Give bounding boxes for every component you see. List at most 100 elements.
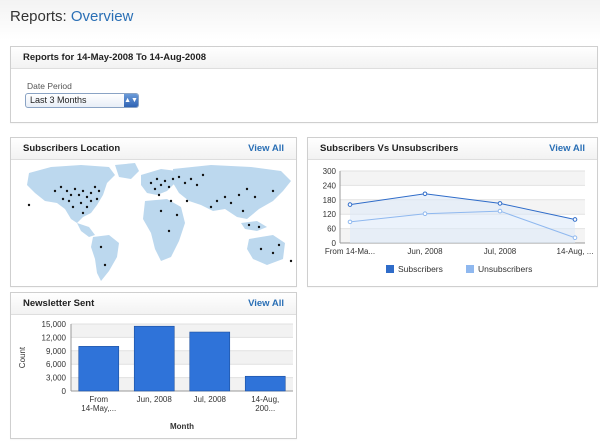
location-dot: [189, 177, 193, 181]
subscribers-location-panel: Subscribers Location View All: [10, 137, 297, 287]
bar: [78, 346, 120, 392]
location-dot: [159, 183, 163, 187]
location-dot: [157, 193, 161, 197]
breadcrumb-section: Reports: [10, 8, 63, 25]
location-dot: [71, 205, 75, 209]
subscribers-vs-unsubscribers-title: Subscribers Vs Unsubscribers: [320, 143, 459, 154]
y-tick-label: 6,000: [46, 360, 67, 369]
breadcrumb-current: Overview: [70, 8, 134, 25]
location-dot: [167, 229, 171, 233]
location-dot: [59, 185, 63, 189]
data-point: [347, 202, 353, 207]
subscribers-location-view-all-link[interactable]: View All: [248, 143, 284, 154]
subscribers-location-header: Subscribers Location View All: [11, 138, 296, 160]
location-dot: [237, 193, 241, 197]
location-dot: [89, 191, 93, 195]
subscribers-vs-unsubscribers-view-all-link[interactable]: View All: [549, 143, 585, 154]
map-europe: [141, 169, 177, 195]
report-period-header: Reports for 14-May-2008 To 14-Aug-2008: [11, 47, 597, 69]
location-dot: [201, 173, 205, 177]
up-down-arrows-icon: ▲▼: [124, 94, 138, 107]
location-dot: [245, 187, 249, 191]
location-dot: [257, 225, 261, 229]
y-tick-label: 0: [62, 387, 67, 396]
bar: [189, 331, 231, 392]
location-dot: [289, 259, 293, 263]
x-tick-label: From 14-Ma...: [325, 247, 375, 256]
location-dot: [149, 181, 153, 185]
location-dot: [95, 197, 99, 201]
location-dot: [259, 247, 263, 251]
x-tick-label: Jun, 2008: [407, 247, 443, 256]
breadcrumb-separator: :: [62, 8, 71, 25]
location-dot: [89, 199, 93, 203]
y-tick-label: 240: [323, 181, 337, 190]
report-period-panel: Reports for 14-May-2008 To 14-Aug-2008 D…: [10, 46, 598, 123]
x-tick-label: 200...: [255, 404, 275, 413]
grid-band: [71, 324, 293, 338]
x-axis-title: Month: [170, 422, 194, 431]
location-dot: [171, 177, 175, 181]
map-asia: [173, 165, 291, 219]
y-tick-label: 12,000: [42, 333, 67, 342]
location-dot: [73, 187, 77, 191]
location-dot: [69, 193, 73, 197]
series-area: [350, 193, 575, 243]
series-line: [349, 193, 576, 220]
newsletter-sent-view-all-link[interactable]: View All: [248, 298, 284, 309]
location-dot: [155, 177, 159, 181]
x-tick-label: 14-May,...: [81, 404, 116, 413]
location-dot: [223, 195, 227, 199]
date-period-select[interactable]: Last 3 Months ▲▼: [25, 93, 139, 108]
y-tick-label: 60: [327, 225, 336, 234]
data-point: [572, 217, 578, 222]
map-central-america: [77, 223, 95, 237]
location-dot: [209, 205, 213, 209]
location-dot: [85, 195, 89, 199]
data-point: [347, 219, 353, 225]
location-dot: [103, 263, 107, 267]
date-period-value: Last 3 Months: [30, 95, 87, 105]
location-dot: [97, 189, 101, 193]
legend-swatch: [466, 265, 474, 273]
newsletter-bar-chart: 0 3,000 6,000 9,000 12,000 15,000 From14-May,.…: [18, 320, 293, 431]
map-africa: [143, 199, 185, 261]
location-dot: [183, 181, 187, 185]
location-dot: [195, 183, 199, 187]
location-dot: [277, 243, 281, 247]
location-dot: [271, 251, 275, 255]
map-greenland: [115, 163, 139, 179]
grid-band: [71, 377, 293, 391]
subscribers-vs-unsubscribers-panel: Subscribers Vs Unsubscribers View All 0 6…: [307, 137, 598, 287]
legend-label: Subscribers: [398, 264, 443, 274]
location-dot: [271, 189, 275, 193]
data-point: [422, 191, 428, 197]
location-dot: [61, 197, 65, 201]
world-map[interactable]: [11, 161, 296, 285]
y-tick-label: 0: [332, 239, 337, 248]
location-dot: [79, 201, 83, 205]
y-tick-label: 180: [323, 196, 337, 205]
location-dot: [93, 185, 97, 189]
subscribers-vs-unsubscribers-header: Subscribers Vs Unsubscribers View All: [308, 138, 597, 160]
x-tick-label: Jul, 2008: [484, 247, 517, 256]
y-tick-label: 15,000: [42, 320, 67, 329]
location-dot: [159, 209, 163, 213]
location-dot: [67, 199, 71, 203]
x-tick-label: 14-Aug, ...: [557, 247, 594, 256]
location-dot: [177, 175, 181, 179]
location-dot: [65, 189, 69, 193]
map-se-asia: [241, 221, 267, 231]
y-axis-title: Count: [18, 346, 27, 368]
grid-band: [71, 350, 293, 365]
location-dot: [77, 193, 81, 197]
location-dot: [153, 187, 157, 191]
grid-band: [340, 171, 585, 186]
location-dot: [185, 199, 189, 203]
map-australia: [247, 235, 285, 265]
location-dot: [81, 211, 85, 215]
report-period-title: Reports for 14-May-2008 To 14-Aug-2008: [23, 52, 207, 63]
data-point: [497, 208, 503, 214]
y-tick-label: 120: [323, 210, 337, 219]
series-line: [349, 210, 576, 239]
